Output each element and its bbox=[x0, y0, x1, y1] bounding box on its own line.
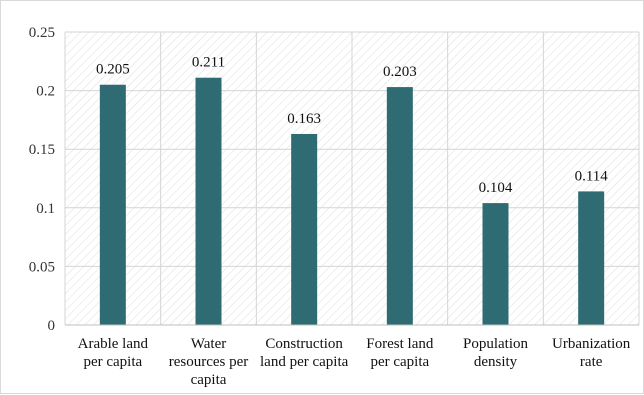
data-labels: 0.205 0.211 0.163 0.203 0.104 0.114 bbox=[96, 55, 608, 196]
y-tick-label: 0.2 bbox=[36, 84, 55, 100]
y-tick-label: 0.25 bbox=[29, 25, 55, 41]
x-category-label: resources per bbox=[169, 354, 249, 370]
x-category-label: density bbox=[474, 354, 518, 370]
bar bbox=[99, 84, 126, 326]
x-category-label: per capita bbox=[370, 354, 429, 370]
x-category-label: Arable land bbox=[78, 336, 149, 352]
x-category-label: capita bbox=[191, 372, 227, 388]
x-category-label: rate bbox=[580, 354, 603, 370]
bars bbox=[99, 77, 605, 326]
bar bbox=[195, 77, 222, 325]
bar-value-label: 0.163 bbox=[287, 111, 321, 127]
bar bbox=[482, 203, 509, 325]
y-tick-label: 0 bbox=[48, 318, 56, 334]
bar bbox=[578, 191, 605, 325]
x-category-label: Population bbox=[463, 336, 529, 352]
bar-value-label: 0.114 bbox=[575, 168, 609, 184]
y-tick-label: 0.05 bbox=[29, 259, 55, 275]
x-category-label: per capita bbox=[83, 354, 142, 370]
y-tick-label: 0.15 bbox=[29, 142, 55, 158]
gridlines bbox=[64, 31, 640, 326]
bar bbox=[386, 87, 413, 325]
bar bbox=[291, 133, 318, 325]
x-category-label: Urbanization bbox=[552, 336, 631, 352]
x-category-label: Forest land bbox=[366, 336, 434, 352]
bar-value-label: 0.211 bbox=[192, 55, 225, 71]
bar-value-label: 0.104 bbox=[479, 180, 513, 196]
x-axis: Arable land per capita Water resources per c… bbox=[65, 324, 639, 388]
x-category-label: Construction bbox=[265, 336, 343, 352]
bar-value-label: 0.205 bbox=[96, 62, 130, 78]
x-category-label: land per capita bbox=[260, 354, 349, 370]
x-category-label: Water bbox=[191, 336, 226, 352]
y-tick-label: 0.1 bbox=[36, 201, 55, 217]
bar-value-label: 0.203 bbox=[383, 64, 417, 80]
y-axis: 0 0.05 0.1 0.15 0.2 0.25 bbox=[29, 25, 55, 334]
